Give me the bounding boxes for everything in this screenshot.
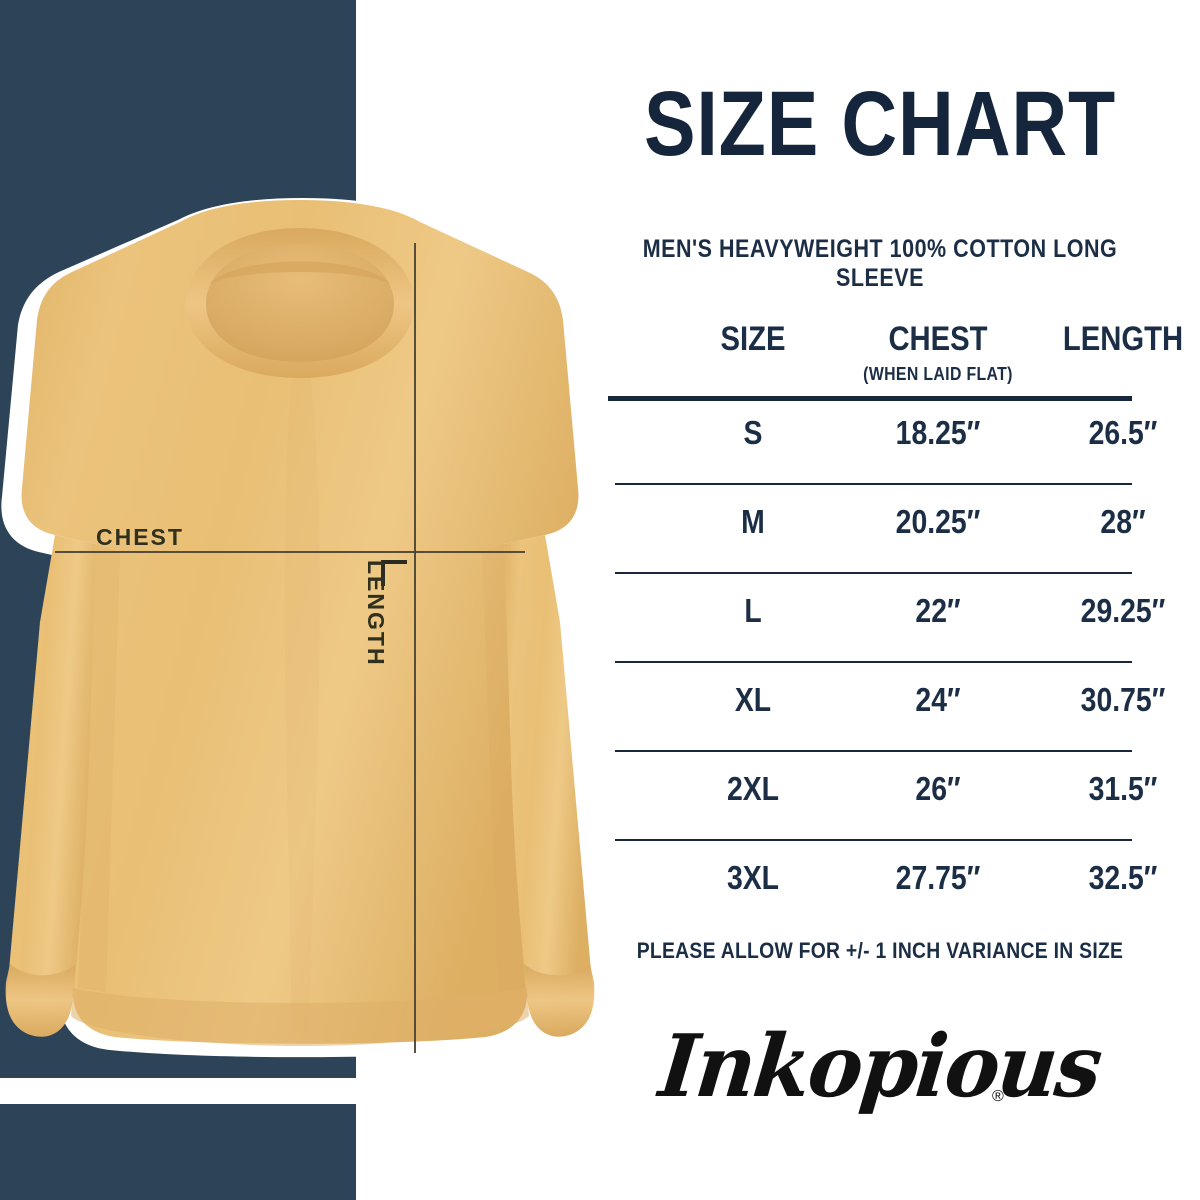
page-title: SIZE CHART: [643, 73, 1117, 175]
shirt-svg: [1, 198, 600, 1058]
table-header-row: SIZE CHEST LENGTH (WHEN LAID FLAT): [600, 312, 1183, 401]
cell-length: 31.5″: [1088, 770, 1158, 807]
shirt-cuff-left: [5, 964, 76, 1037]
table-row: XL 24″ 30.75″: [600, 663, 1180, 752]
cell-size: S: [743, 414, 763, 451]
table-row: 3XL 27.75″ 32.5″: [600, 841, 1180, 930]
cell-length: 32.5″: [1088, 859, 1158, 896]
table-row: 2XL 26″ 31.5″: [600, 752, 1180, 841]
cell-size: 3XL: [726, 859, 780, 896]
cell-length: 30.75″: [1080, 681, 1166, 718]
cell-chest: 24″: [915, 681, 961, 718]
row-divider: [615, 572, 1132, 574]
shirt-cuff-right: [524, 964, 595, 1037]
cell-size: M: [741, 503, 765, 540]
product-shirt-illustration: [0, 192, 600, 1072]
cell-chest: 18.25″: [895, 414, 981, 451]
cell-chest: 27.75″: [895, 859, 981, 896]
row-divider: [615, 750, 1132, 752]
table-row: S 18.25″ 26.5″: [600, 396, 1180, 485]
column-header-size: SIZE: [720, 320, 786, 358]
chest-measure-line: [55, 551, 525, 553]
right-angle-marker: [381, 560, 407, 586]
cell-size: XL: [734, 681, 772, 718]
shirt-sleeve-right: [504, 535, 594, 1037]
brand-logo: Inkopious ®: [560, 1010, 1200, 1140]
table-row: L 22″ 29.25″: [600, 574, 1180, 663]
navy-background-panel-bottom: [0, 1104, 356, 1200]
cell-size: L: [744, 592, 762, 629]
shirt-left-shadow: [78, 544, 120, 992]
cell-chest: 26″: [915, 770, 961, 807]
header-divider: [608, 396, 1132, 401]
cell-chest: 22″: [915, 592, 961, 629]
cell-length: 28″: [1100, 503, 1146, 540]
registered-trademark-icon: ®: [992, 1088, 1004, 1105]
shirt-right-shadow: [482, 544, 525, 992]
column-subnote-laid-flat: (WHEN LAID FLAT): [863, 364, 1013, 384]
size-table: SIZE CHEST LENGTH (WHEN LAID FLAT) S 18.…: [600, 312, 1183, 930]
shirt-back-collar: [210, 261, 390, 284]
length-measure-line: [414, 243, 416, 1053]
brand-wordmark: Inkopious: [654, 1016, 1106, 1117]
chart-panel: SIZE CHART MEN'S HEAVYWEIGHT 100% COTTON…: [560, 0, 1200, 1200]
shirt-body: [21, 200, 579, 1044]
cell-size: 2XL: [726, 770, 780, 807]
table-row: M 20.25″ 28″: [600, 485, 1180, 574]
variance-note: PLEASE ALLOW FOR +/- 1 INCH VARIANCE IN …: [636, 938, 1124, 963]
cell-chest: 20.25″: [895, 503, 981, 540]
length-label: LENGTH: [363, 560, 389, 667]
column-header-length: LENGTH: [1062, 320, 1184, 358]
row-divider: [615, 839, 1132, 841]
page-subtitle: MEN'S HEAVYWEIGHT 100% COTTON LONG SLEEV…: [642, 235, 1118, 292]
column-header-chest: CHEST: [888, 320, 988, 358]
shirt-sleeve-left: [6, 535, 97, 1037]
cell-length: 29.25″: [1080, 592, 1166, 629]
fabric-fold-shading: [284, 312, 320, 1032]
cell-length: 26.5″: [1088, 414, 1158, 451]
row-divider: [615, 661, 1132, 663]
row-divider: [615, 483, 1132, 485]
chest-label: CHEST: [96, 524, 184, 550]
